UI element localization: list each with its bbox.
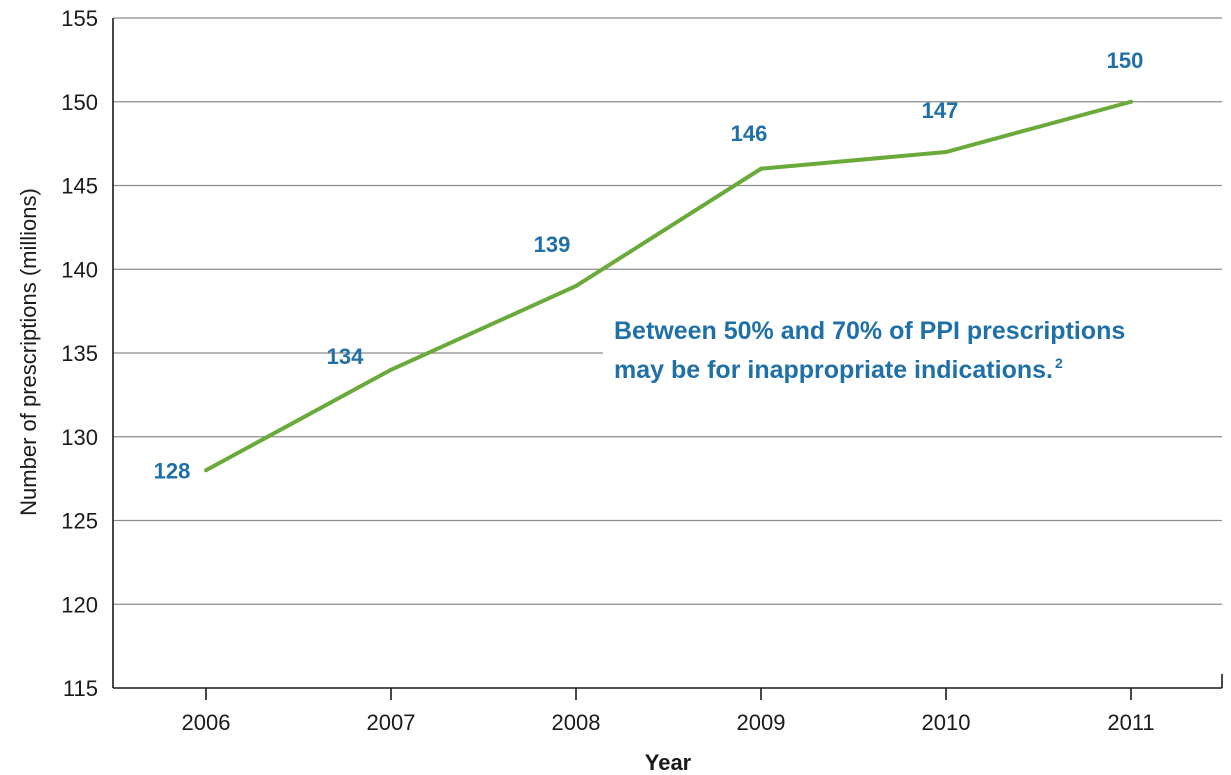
- y-tick-label: 115: [63, 676, 98, 701]
- y-tick-label: 130: [61, 425, 98, 450]
- data-labels: 128 134 139 146 147 150: [154, 48, 1144, 484]
- gridlines: [113, 17, 1222, 605]
- x-tick-label: 2006: [182, 710, 231, 735]
- y-tick-label: 135: [61, 341, 98, 366]
- annotation-background: [603, 312, 1231, 398]
- annotation-line-1: Between 50% and 70% of PPI prescriptions: [614, 317, 1125, 345]
- data-label: 150: [1107, 48, 1144, 73]
- axes: 115 120 125 130 135 140 145 150 155 2006 2007 2008 2…: [61, 6, 1223, 735]
- annotation-line-2: may be for inappropriate indications. 2: [614, 355, 1063, 384]
- annotation-line-2-text: may be for inappropriate indications.: [614, 356, 1053, 384]
- series: [204, 99, 1133, 473]
- annotation-superscript: 2: [1055, 355, 1063, 371]
- series-line: [205, 99, 1132, 473]
- annotation: Between 50% and 70% of PPI prescriptions…: [603, 312, 1231, 398]
- data-point: [204, 468, 208, 473]
- data-point: [574, 284, 578, 288]
- data-point: [944, 150, 948, 154]
- x-axis-title: Year: [645, 750, 692, 775]
- y-axis-title: Number of prescriptions (millions): [16, 188, 41, 516]
- data-label: 134: [327, 344, 364, 369]
- data-point: [759, 166, 763, 171]
- y-tick-label: 140: [61, 257, 98, 282]
- data-label: 139: [534, 232, 571, 257]
- y-tick-label: 125: [61, 509, 98, 534]
- y-tick-label: 145: [61, 174, 98, 199]
- x-tick-label: 2007: [367, 710, 416, 735]
- y-tick-label: 120: [61, 592, 98, 617]
- x-tick-label: 2011: [1107, 710, 1154, 735]
- y-tick-label: 150: [61, 90, 98, 115]
- x-tick-label: 2008: [552, 710, 601, 735]
- data-point: [389, 367, 393, 372]
- data-label: 146: [731, 121, 768, 146]
- data-label: 147: [922, 98, 959, 123]
- x-tick-label: 2009: [737, 710, 786, 735]
- data-label: 128: [154, 458, 191, 483]
- x-tick-label: 2010: [922, 710, 971, 735]
- y-tick-label: 155: [61, 6, 98, 31]
- data-point: [1129, 99, 1133, 104]
